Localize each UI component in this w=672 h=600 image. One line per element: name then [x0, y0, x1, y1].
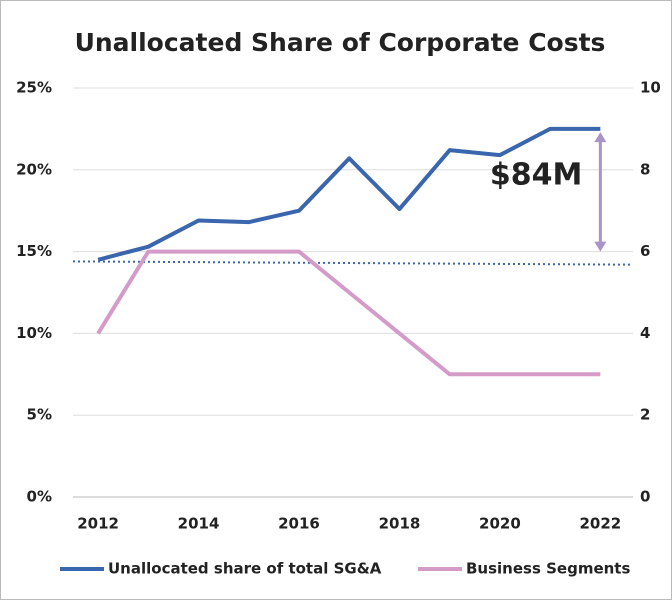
y2-tick-label: 10: [640, 79, 661, 97]
y-tick-label: 5%: [27, 406, 52, 424]
series-line: [96, 249, 601, 377]
annotation-text: $84M: [490, 157, 582, 192]
legend-label: Unallocated share of total SG&A: [108, 560, 382, 578]
reference-line: [72, 260, 634, 266]
y-tick-label: 20%: [16, 160, 52, 178]
x-tick-label: 2012: [77, 515, 119, 533]
legend-label: Business Segments: [466, 560, 630, 578]
y2-tick-label: 4: [640, 324, 650, 342]
y2-tick-label: 0: [640, 488, 650, 506]
arrow-head: [594, 132, 607, 143]
y-tick-label: 25%: [16, 79, 52, 97]
x-tick-label: 2022: [579, 515, 621, 533]
chart-title: Unallocated Share of Corporate Costs: [75, 28, 606, 57]
x-tick-label: 2016: [278, 515, 320, 533]
x-tick-label: 2018: [379, 515, 421, 533]
y-tick-label: 0%: [27, 488, 52, 506]
series-line: [97, 126, 601, 262]
y2-tick-label: 8: [640, 160, 650, 178]
y-tick-label: 15%: [16, 242, 52, 260]
y-tick-label: 10%: [16, 324, 52, 342]
x-tick-label: 2014: [178, 515, 220, 533]
arrow-head: [594, 241, 607, 252]
y2-tick-label: 6: [640, 242, 650, 260]
x-tick-label: 2020: [479, 515, 521, 533]
y2-tick-label: 2: [640, 406, 650, 424]
